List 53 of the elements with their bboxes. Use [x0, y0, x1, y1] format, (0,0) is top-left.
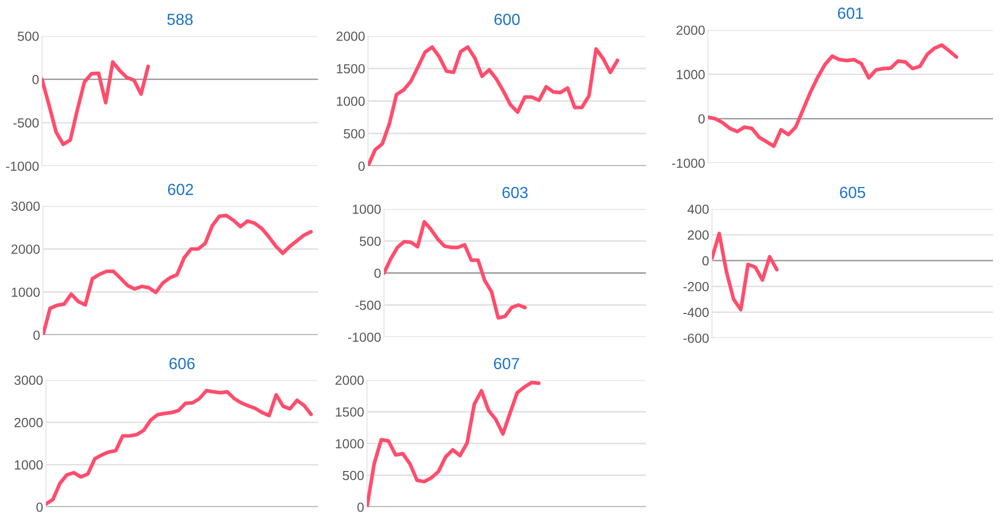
chart-title: 602 [168, 184, 194, 196]
y-tick-label: 1000 [352, 204, 381, 214]
y-tick-label: 0 [357, 502, 364, 512]
line-series [42, 60, 150, 146]
y-tick-label: -1000 [672, 158, 705, 168]
chart-title: 605 [840, 186, 866, 198]
chart-title: 588 [167, 14, 193, 26]
y-tick-label: 1500 [336, 407, 364, 417]
y-tick-label: 1000 [14, 460, 43, 470]
y-tick-label: 3000 [11, 202, 40, 211]
y-tick-label: 3000 [14, 376, 43, 385]
line-series [712, 232, 779, 312]
y-tick-label: -500 [355, 300, 381, 310]
chart-title: 603 [502, 186, 528, 198]
y-tick-label: 1000 [336, 96, 365, 106]
y-tick-label: -600 [683, 334, 709, 343]
y-tick-label: -500 [13, 118, 39, 128]
y-tick-label: 1000 [336, 439, 364, 448]
line-series [367, 380, 540, 507]
y-tick-label: 0 [702, 256, 709, 266]
chart-title: 607 [494, 358, 520, 370]
y-tick-label: 500 [344, 129, 365, 138]
y-tick-label: 0 [358, 162, 365, 171]
chart-title: 606 [169, 358, 195, 370]
y-tick-label: -400 [683, 308, 709, 318]
y-tick-label: 0 [32, 74, 39, 84]
chart-title: 601 [838, 8, 864, 19]
y-tick-label: 0 [698, 114, 705, 124]
y-tick-label: 0 [374, 268, 381, 278]
y-tick-label: -200 [683, 282, 709, 292]
line-series [368, 45, 620, 166]
y-tick-label: 1500 [336, 64, 365, 74]
y-tick-label: 1000 [12, 288, 40, 297]
y-tick-label: 2000 [14, 418, 43, 428]
y-tick-label: 2000 [336, 32, 365, 41]
y-tick-label: 2000 [336, 376, 364, 385]
y-tick-label: 400 [688, 204, 709, 214]
y-tick-label: -1000 [6, 162, 39, 171]
line-series [708, 43, 958, 148]
y-tick-label: 2000 [676, 26, 705, 35]
line-series [384, 220, 527, 320]
y-tick-label: 500 [342, 470, 364, 480]
chart-title: 600 [494, 14, 520, 26]
y-tick-label: 0 [33, 330, 40, 340]
y-tick-label: 0 [36, 502, 43, 512]
line-series [43, 214, 313, 335]
y-tick-label: -1000 [348, 332, 381, 342]
y-tick-label: 2000 [12, 244, 40, 254]
y-tick-label: 500 [18, 32, 39, 41]
y-tick-label: 200 [688, 230, 709, 240]
y-tick-label: 500 [360, 236, 381, 246]
y-tick-label: 1000 [676, 70, 705, 80]
line-series [46, 388, 313, 506]
